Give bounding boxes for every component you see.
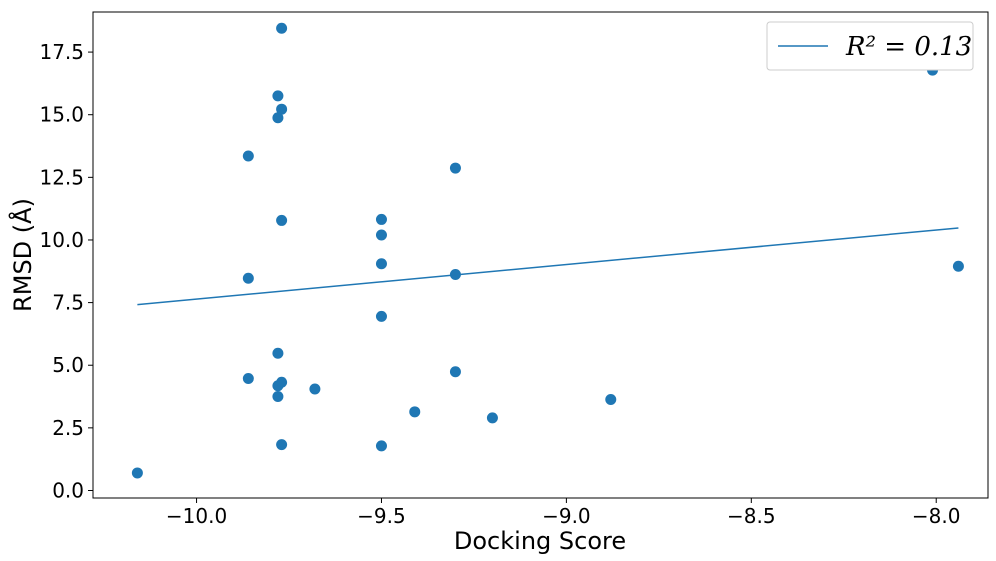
data-point (449, 162, 461, 174)
data-point (272, 112, 284, 124)
data-point (276, 103, 288, 115)
data-point (276, 214, 288, 226)
y-tick-label: 7.5 (52, 291, 84, 315)
x-tick-label: −10.0 (166, 504, 227, 528)
legend-label: R² = 0.13 (845, 32, 972, 62)
data-point (375, 213, 387, 225)
y-tick-label: 0.0 (52, 478, 84, 502)
data-point (131, 467, 143, 479)
y-tick-label: 10.0 (39, 228, 84, 252)
x-tick-label: −9.5 (357, 504, 406, 528)
plot-marks (131, 22, 964, 479)
data-point (605, 394, 617, 406)
data-point (375, 258, 387, 270)
y-tick-label: 17.5 (39, 40, 84, 64)
data-point (952, 260, 964, 272)
x-tick-label: −8.0 (912, 504, 961, 528)
data-point (242, 373, 254, 385)
data-point (375, 440, 387, 452)
plot-frame (92, 11, 989, 499)
regression-line (137, 227, 959, 306)
x-axis: −10.0 −9.5 −9.0 −8.5 −8.0 (166, 498, 961, 528)
data-point (309, 383, 321, 395)
data-point (486, 412, 498, 424)
y-tick-label: 5.0 (52, 353, 84, 377)
y-tick-label: 15.0 (39, 103, 84, 127)
data-point (276, 376, 288, 388)
data-point (242, 150, 254, 162)
data-point (409, 406, 421, 418)
data-point (375, 229, 387, 241)
y-tick-label: 2.5 (52, 416, 84, 440)
x-tick-label: −9.0 (542, 504, 591, 528)
data-point (276, 439, 288, 451)
data-point (272, 391, 284, 403)
x-tick-label: −8.5 (727, 504, 776, 528)
legend-box (766, 21, 974, 71)
data-point (276, 22, 288, 34)
data-point (272, 90, 284, 102)
legend: R² = 0.13 (766, 21, 974, 71)
data-point (449, 366, 461, 378)
data-point (272, 347, 284, 359)
y-axis: 0.0 2.5 5.0 7.5 10.0 12.5 15.0 17.5 (39, 40, 93, 502)
data-point (242, 272, 254, 284)
y-axis-title: RMSD (Å) (8, 198, 37, 312)
x-axis-title: Docking Score (454, 527, 626, 555)
data-point (375, 310, 387, 322)
y-tick-label: 12.5 (39, 165, 84, 189)
